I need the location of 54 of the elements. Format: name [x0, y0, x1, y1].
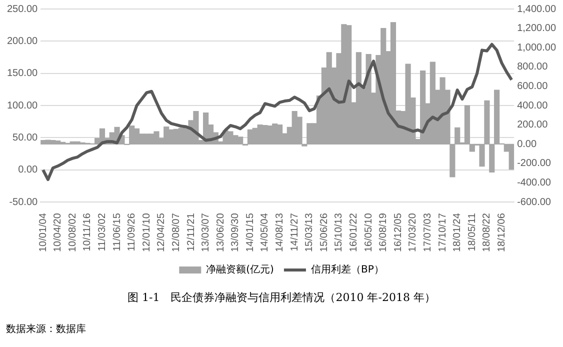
y-tick-label: 100.00: [6, 100, 38, 112]
legend-label: 信用利差（BP）: [310, 264, 384, 276]
y-tick-label: 200.00: [6, 36, 38, 47]
y2-tick-label: 200.00: [517, 120, 548, 131]
text: 图 1-1 民企债券净融资与信用利差情况（2010 年-2018 年）: [126, 290, 436, 305]
source-note: 数据来源：数据库: [6, 322, 86, 336]
x-tick-label: 10/08/02: [67, 212, 78, 252]
x-tick-label: 16/08/19: [378, 212, 390, 252]
y2-tick-label: 1,000.00: [517, 42, 556, 54]
x-tick-label: 10/11/16: [82, 212, 94, 252]
x-tick-label: 13/03/07: [200, 212, 212, 252]
x-tick-label: 12/01/10: [141, 212, 152, 252]
y2-tick-label: 0.00: [517, 138, 537, 150]
x-tick-label: 13/09/30: [230, 212, 242, 252]
y2-tick-label: 1,200.00: [517, 23, 556, 34]
x-tick-label: 14/11/27: [289, 212, 300, 252]
y2-tick-label: 800.00: [517, 62, 548, 73]
x-tick-label: 12/11/21: [186, 212, 197, 252]
x-tick-label: 17/07/03: [422, 212, 434, 252]
legend-label: 净融资额(亿元): [206, 264, 274, 276]
x-tick-label: 16/12/05: [392, 212, 404, 252]
x-tick-label: 14/05/04: [260, 212, 271, 252]
x-tick-label: 13/06/20: [215, 212, 226, 252]
x-tick-label: 14/01/15: [244, 212, 256, 252]
x-tick-label: 16/05/10: [363, 212, 374, 252]
y2-tick-label: -600.00: [517, 196, 552, 208]
y2-tick-label: -200.00: [517, 158, 552, 170]
x-tick-label: 12/04/25: [156, 212, 168, 252]
x-tick-label: 12/08/07: [170, 212, 182, 252]
x-tick-label: 18/08/22: [482, 212, 493, 252]
x-tick-label: 11/06/15: [112, 212, 123, 252]
x-tick-label: 14/08/13: [274, 212, 286, 252]
y-tick-label: -50.00: [9, 196, 38, 208]
y2-tick-label: 1,400.00: [517, 4, 556, 15]
x-tick-label: 17/03/20: [408, 212, 419, 252]
x-tick-label: 10/04/20: [52, 212, 64, 252]
y-tick-label: 250.00: [6, 4, 38, 15]
x-tick-label: 11/09/26: [126, 212, 138, 252]
x-tick-label: 15/03/13: [304, 212, 316, 252]
x-tick-label: 11/03/02: [96, 212, 108, 252]
x-tick-label: 18/12/06: [496, 212, 508, 252]
x-tick-label: 16/01/22: [348, 212, 360, 252]
y2-tick-label: -400.00: [517, 178, 552, 189]
x-tick-label: 15/06/26: [318, 212, 330, 252]
y-tick-label: 50.00: [12, 132, 38, 144]
y2-tick-label: 400.00: [517, 100, 548, 112]
x-tick-label: 17/10/17: [437, 212, 448, 252]
x-tick-label: 18/05/11: [466, 212, 478, 252]
x-tick-label: 15/10/13: [334, 212, 345, 252]
y-tick-label: 150.00: [6, 68, 38, 80]
y2-tick-label: 600.00: [517, 80, 548, 92]
x-tick-label: 18/01/24: [452, 212, 464, 252]
x-tick-label: 10/01/04: [38, 212, 49, 252]
y-tick-label: 0.00: [18, 164, 38, 176]
